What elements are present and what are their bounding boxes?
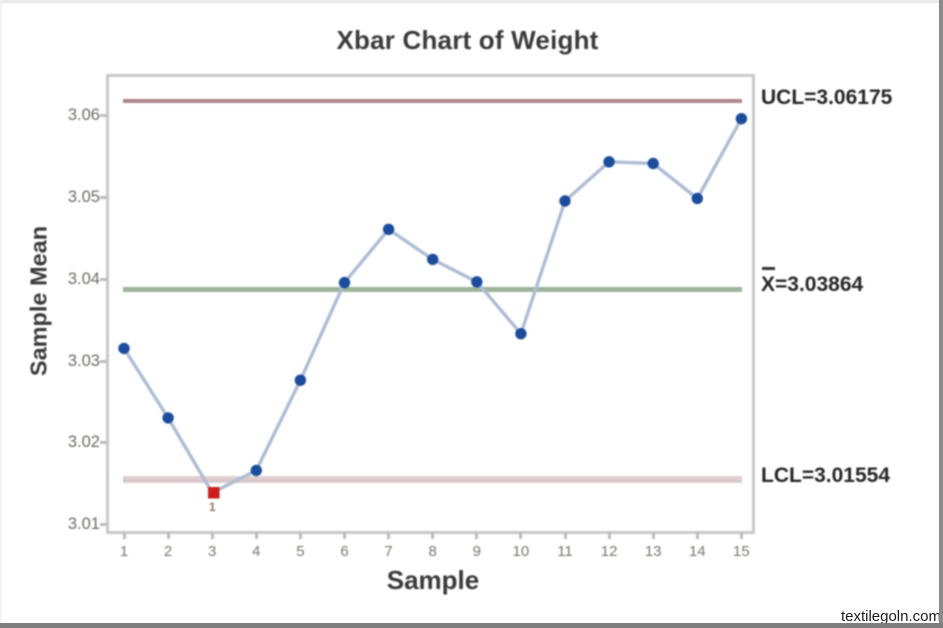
svg-text:1: 1 (209, 500, 216, 514)
